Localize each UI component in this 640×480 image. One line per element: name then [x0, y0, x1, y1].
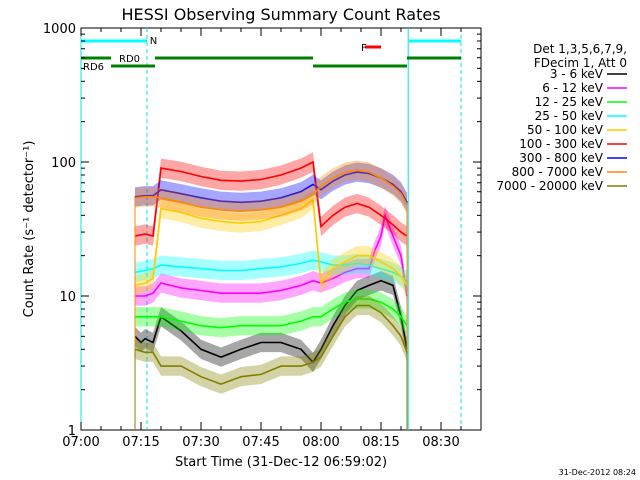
legend-label-1: 3 - 6 keV	[550, 67, 604, 81]
x-tick-label: 07:45	[242, 435, 279, 450]
series-band-1	[135, 271, 407, 372]
x-axis-label: Start Time (31-Dec-12 06:59:02)	[175, 455, 387, 470]
series-band-6	[135, 152, 407, 246]
series-band-9	[135, 295, 407, 394]
series-line-2	[135, 212, 408, 297]
legend-label-4: 25 - 50 keV	[535, 109, 604, 123]
legend-label-5: 50 - 100 keV	[527, 123, 604, 137]
series-line-3	[135, 298, 408, 329]
legend-label-3: 12 - 25 keV	[535, 95, 604, 109]
series-line-1	[134, 279, 408, 364]
x-tick-label: 07:00	[62, 435, 99, 450]
series-layer	[134, 152, 408, 430]
legend-label-2: 6 - 12 keV	[542, 81, 604, 95]
legend: Det 1,3,5,6,7,9,FDecim 1, Att 03 - 6 keV…	[496, 42, 627, 193]
series-band-4	[135, 250, 407, 291]
legend-label-9: 7000 - 20000 keV	[496, 179, 603, 193]
series-line-5	[134, 198, 408, 287]
series-line-8	[134, 169, 408, 212]
timestamp: 31-Dec-2012 08:24	[559, 468, 636, 477]
y-tick-label: 10	[59, 290, 76, 305]
x-tick-label: 08:30	[422, 435, 459, 450]
series-line-9	[134, 304, 408, 385]
x-tick-label: 07:15	[122, 435, 159, 450]
x-tick-label: 07:30	[182, 435, 219, 450]
night-label: N	[150, 36, 157, 47]
x-tick-label: 08:15	[362, 435, 399, 450]
series-band-2	[135, 205, 407, 306]
y-tick-label: 1	[68, 424, 76, 439]
flare-label: F	[361, 43, 367, 54]
y-tick-label: 100	[51, 156, 76, 171]
chart-title: HESSI Observing Summary Count Rates	[121, 5, 440, 24]
legend-header-line: FDecim 1, Att 0	[534, 56, 627, 70]
rd0-label: RD0	[119, 54, 140, 65]
series-line-4	[134, 259, 408, 282]
series-band-5	[135, 190, 407, 295]
axes-layer: 07:00 07:15 07:30 07:45 08:00 08:15 08:30 1 10 10…	[43, 22, 481, 450]
legend-label-6: 100 - 300 keV	[519, 137, 603, 151]
y-tick-label: 1000	[43, 22, 76, 37]
legend-label-8: 800 - 7000 keV	[512, 165, 604, 179]
legend-label-7: 300 - 800 keV	[519, 151, 603, 165]
overlay-layer: N F RD0 RD6	[80, 28, 462, 430]
x-tick-label: 08:00	[302, 435, 339, 450]
series-line-6	[134, 160, 408, 238]
legend-header-line: Det 1,3,5,6,7,9,	[533, 42, 627, 56]
y-axis-label: Count Rate (s⁻¹ detector⁻¹)	[22, 141, 37, 318]
rd6-label: RD6	[83, 62, 104, 73]
